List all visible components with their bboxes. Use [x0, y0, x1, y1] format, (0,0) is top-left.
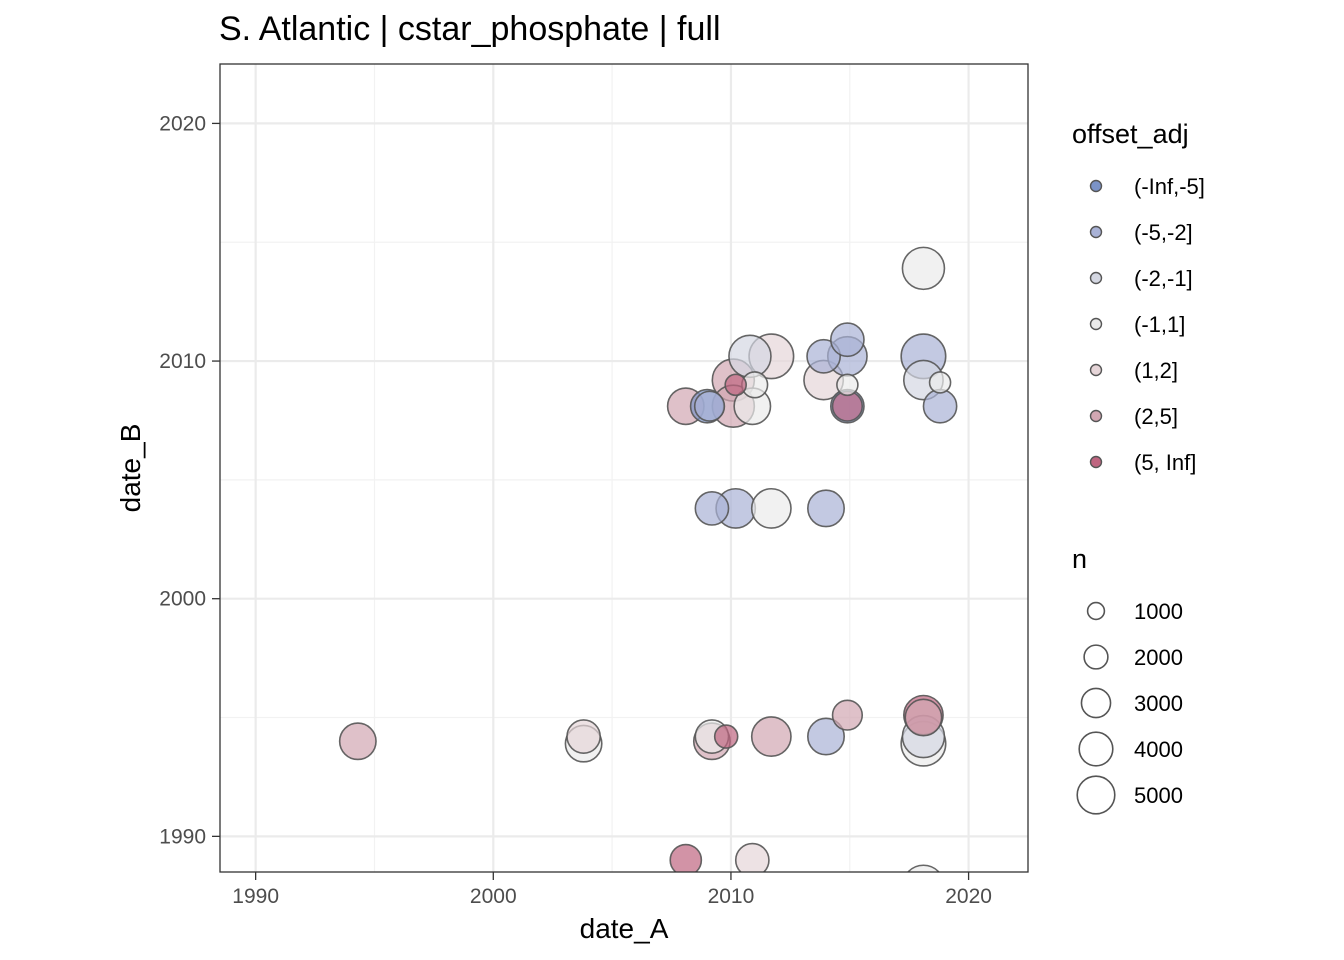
size-legend-key	[1078, 731, 1114, 767]
data-point	[694, 490, 730, 526]
x-axis-title: date_A	[580, 913, 669, 944]
size-legend-key	[1080, 687, 1112, 719]
y-tick-label: 2000	[159, 588, 206, 611]
data-point	[806, 338, 842, 374]
color-legend-label: (-2,-1]	[1134, 266, 1193, 291]
data-point	[693, 390, 726, 422]
y-tick-label: 2020	[159, 112, 206, 135]
data-point	[906, 864, 940, 872]
color-legend-label: (-5,-2]	[1134, 220, 1193, 245]
color-legend-key	[1089, 455, 1103, 469]
data-point	[566, 719, 602, 754]
size-legend-label: 4000	[1134, 737, 1183, 762]
chart-title: S. Atlantic | cstar_phosphate | full	[219, 10, 721, 48]
y-axis-title: date_B	[115, 424, 146, 513]
x-tick-label: 2000	[470, 885, 517, 908]
color-legend-key	[1089, 271, 1103, 285]
x-tick-label: 2020	[945, 885, 992, 908]
color-legend-title: offset_adj	[1072, 119, 1189, 149]
color-legend-label: (-1,1]	[1134, 312, 1185, 337]
color-legend-key	[1089, 179, 1103, 193]
data-point	[901, 246, 946, 291]
grid-lines	[220, 64, 1028, 872]
size-legend: n 1000 2000 3000 4000 5000	[1072, 544, 1183, 815]
data-points	[338, 246, 958, 872]
data-point	[807, 717, 845, 756]
color-legend-key	[1089, 225, 1103, 239]
data-point	[338, 722, 377, 761]
x-tick-label: 1990	[232, 885, 279, 908]
data-point	[831, 699, 864, 731]
size-legend-key	[1076, 775, 1116, 815]
color-legend-key	[1089, 363, 1103, 377]
x-axis-ticks: 1990 2000 2010 2020	[232, 872, 992, 908]
data-point	[728, 334, 772, 379]
data-point	[829, 322, 865, 358]
color-legend-label: (1,2]	[1134, 358, 1178, 383]
data-point	[669, 843, 703, 872]
size-legend-label: 1000	[1134, 599, 1183, 624]
color-legend: offset_adj (-Inf,-5] (-5,-2] (-2,-1] (-1,1]…	[1072, 119, 1205, 475]
color-legend-key	[1089, 409, 1103, 423]
y-tick-label: 1990	[159, 825, 206, 848]
color-legend-label: (5, Inf]	[1134, 450, 1196, 475]
data-point	[750, 487, 792, 529]
size-legend-title: n	[1072, 544, 1087, 574]
size-legend-key	[1083, 644, 1109, 670]
size-legend-key	[1086, 601, 1106, 621]
plot-border	[219, 63, 1029, 873]
y-axis-ticks: 1990 2000 2010 2020	[159, 112, 220, 848]
data-point	[904, 698, 943, 737]
data-point	[724, 373, 747, 397]
data-point	[713, 724, 739, 749]
size-legend-label: 3000	[1134, 691, 1183, 716]
size-legend-label: 5000	[1134, 783, 1183, 808]
size-legend-label: 2000	[1134, 645, 1183, 670]
data-point	[750, 716, 792, 757]
color-legend-label: (-Inf,-5]	[1134, 174, 1205, 199]
color-legend-key	[1089, 317, 1103, 331]
data-point	[922, 388, 958, 424]
data-point	[807, 489, 845, 528]
x-tick-label: 2010	[708, 885, 755, 908]
data-point	[928, 371, 952, 394]
y-tick-label: 2010	[159, 350, 206, 373]
data-point	[734, 842, 770, 872]
color-legend-label: (2,5]	[1134, 404, 1178, 429]
data-point	[836, 373, 859, 397]
